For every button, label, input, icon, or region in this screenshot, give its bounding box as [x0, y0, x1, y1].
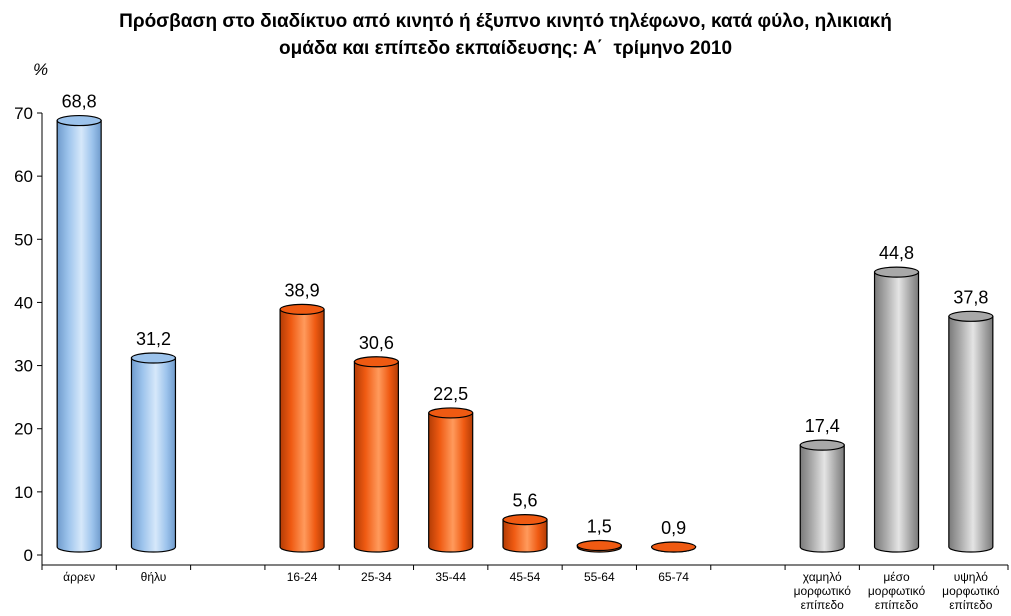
- chart-title: Πρόσβαση στο διαδίκτυο από κινητό ή έξυπ…: [0, 8, 1011, 62]
- bar: [948, 310, 994, 553]
- bar: [873, 266, 920, 553]
- bar-body: [948, 315, 994, 553]
- category-label: 55-64: [584, 570, 615, 584]
- bar: [502, 514, 548, 553]
- bar-top-cap: [576, 539, 622, 552]
- axes: [37, 112, 1009, 570]
- bar-value-label: 37,8: [953, 287, 988, 307]
- bar-top-cap: [873, 266, 920, 278]
- bar: [576, 539, 622, 553]
- bar: [279, 303, 325, 553]
- bar-top-cap: [428, 407, 474, 419]
- bar: [428, 407, 474, 553]
- y-tick-label: 30: [14, 357, 33, 376]
- bar-body: [502, 519, 548, 553]
- labels: 0 10 20 30 40 50 60 70 68,8 άρρεν 31,2 θήλυ 38,9 16-2…: [14, 92, 1000, 612]
- chart-title-line-1: Πρόσβαση στο διαδίκτυο από κινητό ή έξυπ…: [119, 11, 892, 32]
- bar-value-label: 38,9: [285, 280, 320, 300]
- category-label-line: επίπεδο: [949, 598, 993, 612]
- bar: [799, 439, 845, 553]
- bar-body: [130, 357, 177, 553]
- category-label-line: θήλυ: [141, 570, 167, 584]
- category-label: θήλυ: [141, 570, 167, 584]
- y-tick-label: 40: [14, 293, 33, 312]
- bar-value-label: 0,9: [661, 518, 686, 538]
- category-label-line: μέσο: [883, 570, 910, 584]
- bar-value-label: 5,6: [512, 491, 537, 511]
- bar-body: [428, 412, 474, 553]
- y-tick-label: 0: [24, 546, 33, 565]
- category-label-line: άρρεν: [63, 570, 95, 584]
- category-label-line: επίπεδο: [875, 598, 919, 612]
- category-label: χαμηλό μορφωτικό επίπεδο: [794, 570, 852, 612]
- bar-top-cap: [353, 356, 399, 368]
- category-label-line: υψηλό: [954, 570, 989, 584]
- y-tick-label: 60: [14, 167, 33, 186]
- bar: [651, 541, 697, 553]
- bar-top-cap: [651, 541, 697, 553]
- bar-value-label: 22,5: [433, 384, 468, 404]
- y-tick-label: 50: [14, 230, 33, 249]
- bar-top-cap: [948, 310, 994, 322]
- category-label-line: μορφωτικό: [794, 584, 852, 598]
- bar-value-label: 44,8: [879, 243, 914, 263]
- bar-body: [56, 119, 102, 553]
- bar-body: [353, 361, 399, 553]
- category-label-line: 65-74: [658, 570, 689, 584]
- category-label-line: μορφωτικό: [942, 584, 1000, 598]
- bar-body: [799, 444, 845, 553]
- bar-body: [279, 308, 325, 553]
- bar-value-label: 68,8: [62, 92, 97, 112]
- category-label: 35-44: [435, 570, 466, 584]
- bar-body: [873, 271, 920, 553]
- bar-top-cap: [279, 303, 325, 315]
- bar-value-label: 31,2: [136, 329, 171, 349]
- category-label-line: μορφωτικό: [868, 584, 926, 598]
- bars: [56, 114, 994, 553]
- bar: [56, 114, 102, 553]
- category-label: 45-54: [510, 570, 541, 584]
- chart-title-line-2: ομάδα και επίπεδο εκπαίδευσης: Α΄ τρίμην…: [278, 38, 733, 59]
- category-label: μέσο μορφωτικό επίπεδο: [868, 570, 926, 612]
- bar-top-cap: [502, 514, 548, 526]
- bar-value-label: 1,5: [587, 517, 612, 537]
- category-label-line: επίπεδο: [801, 598, 845, 612]
- category-label: άρρεν: [63, 570, 95, 584]
- category-label-line: 45-54: [510, 570, 541, 584]
- category-label: 25-34: [361, 570, 392, 584]
- bar-top-cap: [56, 114, 102, 127]
- y-axis-unit-label: %: [33, 60, 49, 79]
- y-tick-label: 10: [14, 483, 33, 502]
- bar: [130, 352, 177, 553]
- bar-value-label: 30,6: [359, 333, 394, 353]
- category-label-line: χαμηλό: [803, 570, 842, 584]
- bar-value-label: 17,4: [805, 416, 840, 436]
- category-label: 65-74: [658, 570, 689, 584]
- y-tick-label: 20: [14, 420, 33, 439]
- category-label-line: 55-64: [584, 570, 615, 584]
- category-label-line: 25-34: [361, 570, 392, 584]
- bar-top-cap: [799, 439, 845, 451]
- y-tick-label: 70: [14, 104, 33, 123]
- bar-top-cap: [130, 352, 177, 364]
- category-label: 16-24: [287, 570, 318, 584]
- category-label-line: 35-44: [435, 570, 466, 584]
- category-label-line: 16-24: [287, 570, 318, 584]
- category-label: υψηλό μορφωτικό επίπεδο: [942, 570, 1000, 612]
- bar: [353, 356, 399, 553]
